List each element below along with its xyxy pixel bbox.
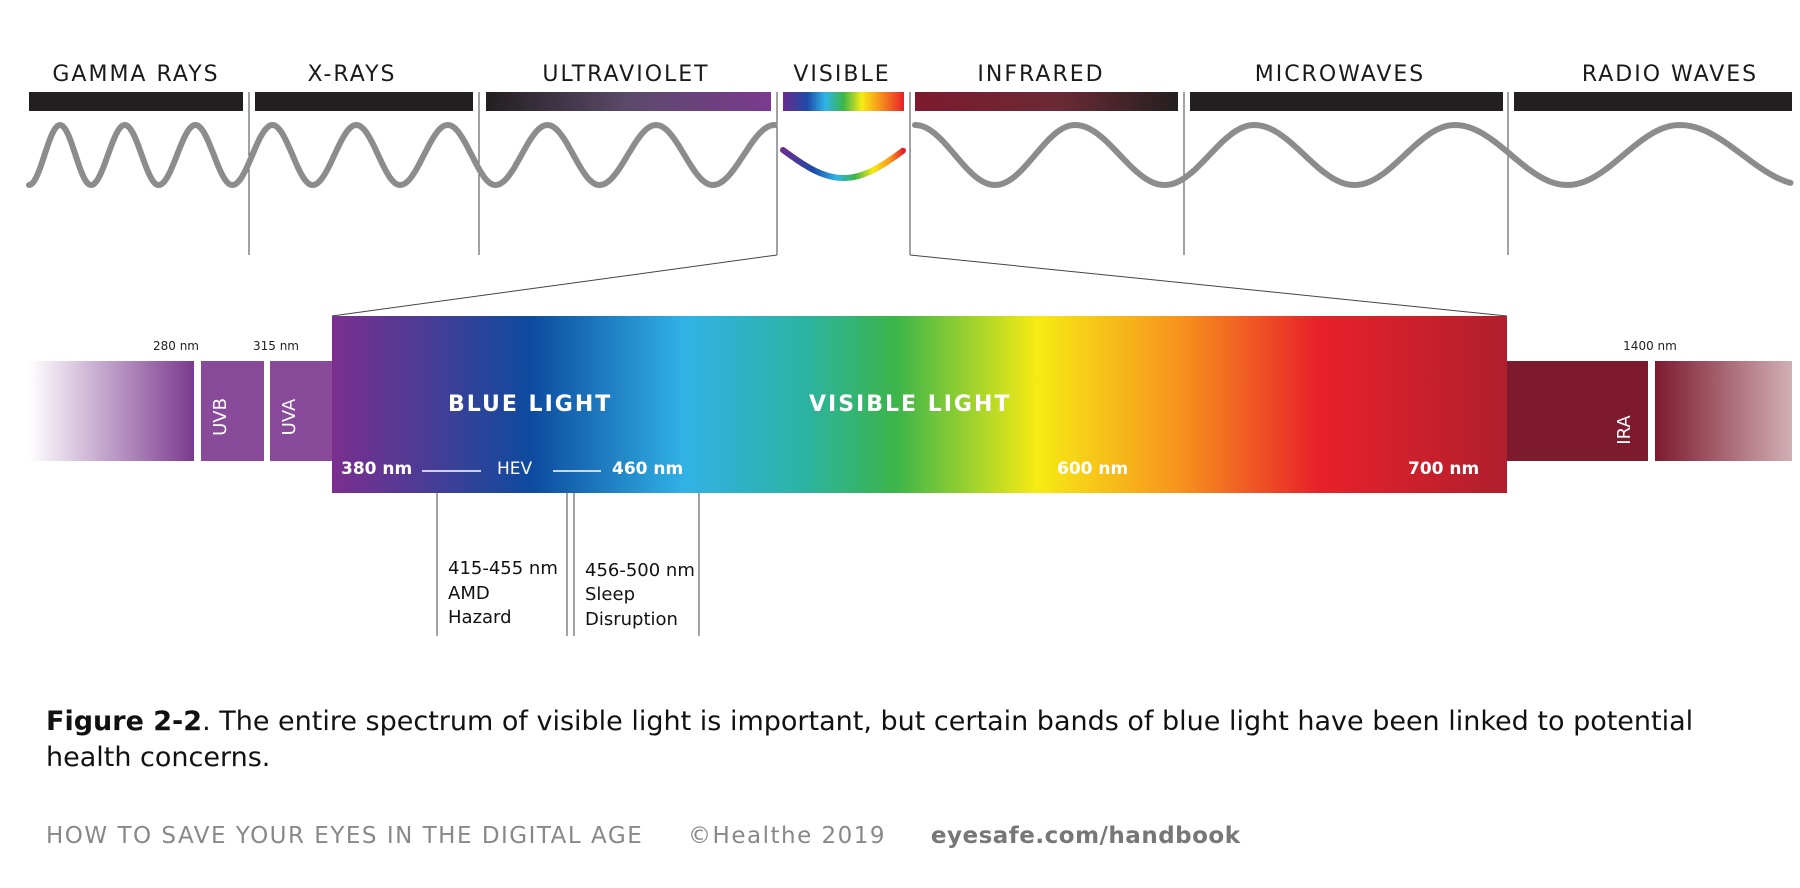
band-bar-infrared [915,92,1178,111]
label-280nm: 280 nm [153,339,199,353]
band-label-ultraviolet: ULTRAVIOLET [542,62,709,87]
label-600nm: 600 nm [1057,459,1128,479]
figure-number: Figure 2-2 [46,706,203,737]
band-label-visible: VISIBLE [793,62,890,87]
wave-long-wavelength [912,121,1794,189]
footer-url: eyesafe.com/handbook [930,823,1241,849]
band-bar-ultraviolet [486,92,771,111]
ir-bar [1507,361,1648,461]
band-label-radio-waves: RADIO WAVES [1582,62,1758,87]
callout-lines [436,493,700,636]
band-bar-visible [783,92,904,111]
amd-line2: Hazard [448,607,512,628]
band-bar-microwaves [1190,92,1503,111]
band-bar-radio-waves [1514,92,1792,111]
uvb-bar [201,361,264,461]
footer-book-title: HOW TO SAVE YOUR EYES IN THE DIGITAL AGE [46,823,644,849]
sleep-range-label: 456-500 nm [585,560,695,581]
label-315nm: 315 nm [253,339,299,353]
uva-bar [270,361,332,461]
figure-caption: Figure 2-2. The entire spectrum of visib… [46,704,1756,776]
sleep-line1: Sleep [585,584,635,605]
band-label-x-rays: X-RAYS [307,62,396,87]
page-footer: HOW TO SAVE YOUR EYES IN THE DIGITAL AGE… [46,823,1277,849]
label-ira: IRA [1614,415,1635,445]
label-uva: UVA [279,398,300,435]
footer-copyright: ©Healthe 2019 [688,823,887,849]
visible-spectrum-bar [332,316,1507,493]
band-separators [248,92,1509,255]
label-700nm: 700 nm [1408,459,1479,479]
band-label-microwaves: MICROWAVES [1255,62,1426,87]
band-label-infrared: INFRARED [977,62,1104,87]
band-bar-x-rays [255,92,473,111]
zoom-lines [331,254,1508,317]
amd-range-label: 415-455 nm [448,558,558,579]
label-visible-light: VISIBLE LIGHT [809,392,1011,417]
label-hev: HEV [497,459,533,479]
band-label-gamma-rays: GAMMA RAYS [52,62,219,87]
ir-fade-bar [1655,361,1792,461]
label-460nm: 460 nm [612,459,683,479]
label-blue-light: BLUE LIGHT [448,392,612,417]
wave-visible [780,147,906,181]
figure-caption-text: . The entire spectrum of visible light i… [46,706,1694,773]
uv-fade-bar [29,361,194,461]
amd-line1: AMD [448,583,490,604]
label-1400nm: 1400 nm [1623,339,1677,353]
band-bar-gamma-rays [29,92,243,111]
sleep-line2: Disruption [585,609,678,630]
wave-short-wavelength [26,121,778,189]
label-uvb: UVB [210,398,231,436]
label-380nm: 380 nm [341,459,412,479]
